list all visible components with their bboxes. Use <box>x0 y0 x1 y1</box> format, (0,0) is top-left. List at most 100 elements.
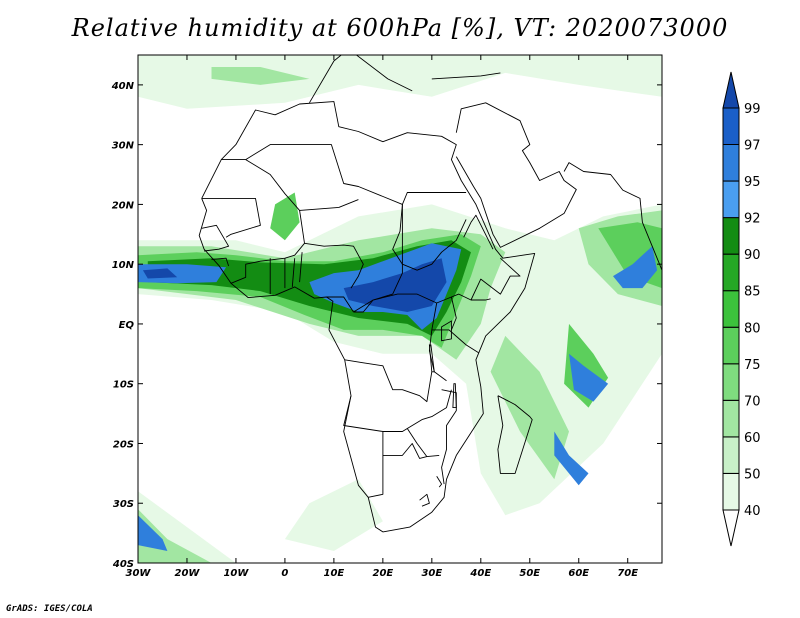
lat-tick-label-5: 10S <box>113 380 134 391</box>
border-line-26 <box>406 428 428 457</box>
colorbar-label-2: 60 <box>744 431 761 446</box>
colorbar-box-7 <box>722 217 740 255</box>
lon-tick-label-10: 70E <box>617 568 638 579</box>
colorbar-box-6 <box>722 253 740 292</box>
colorbar-label-8: 92 <box>744 212 761 227</box>
border-line-20 <box>431 329 479 353</box>
grads-credit: GrADS: IGES/COLA <box>6 604 93 614</box>
border-line-15 <box>291 258 296 287</box>
humidity-fill-layer <box>138 55 662 563</box>
border-line-11 <box>353 204 403 313</box>
lon-tick-label-3: 0 <box>281 568 288 579</box>
humidity-region-level-3-4 <box>211 67 310 85</box>
border-line-5 <box>563 162 662 271</box>
colorbar-label-3: 70 <box>744 394 761 409</box>
border-line-27 <box>441 389 457 485</box>
border-line-4 <box>455 102 577 248</box>
lat-tick-label-7: 30S <box>113 499 134 510</box>
lat-tick-label-2: 20N <box>112 200 135 211</box>
border-line-31 <box>463 214 494 250</box>
border-line-18 <box>353 293 491 313</box>
humidity-region-level-10-4 <box>138 515 168 551</box>
lake-outline-0 <box>441 320 452 342</box>
border-line-6 <box>221 144 467 205</box>
border-line-16 <box>299 252 303 283</box>
colorbar-box-8 <box>722 180 740 219</box>
humidity-region-level-3-2 <box>490 335 569 480</box>
lake-outline-2 <box>452 383 457 409</box>
lon-tick-label-7: 40E <box>469 568 491 579</box>
border-line-17 <box>326 296 354 313</box>
lon-tick-label-0: 30W <box>126 568 152 579</box>
colorbar-label-4: 75 <box>744 358 761 373</box>
colorbar-box-2 <box>722 399 740 438</box>
humidity-region-level-12-0 <box>343 258 447 312</box>
lon-tick-label-5: 20E <box>372 568 393 579</box>
colorbar-box-0 <box>722 473 740 511</box>
border-line-33 <box>211 257 230 267</box>
humidity-region-level-10-2 <box>613 246 658 289</box>
colorbar-box-4 <box>722 326 740 365</box>
border-line-10 <box>392 204 467 271</box>
border-line-21 <box>450 296 457 331</box>
border-line-24 <box>368 431 384 498</box>
colorbar-label-10: 97 <box>744 139 761 154</box>
humidity-region-level-10-5 <box>554 431 589 486</box>
plot-frame <box>137 54 663 564</box>
humidity-region-level-5-1 <box>270 192 300 241</box>
border-line-25 <box>382 443 440 459</box>
humidity-region-level-1-3 <box>284 479 383 551</box>
lat-tick-label-6: 20S <box>113 439 134 450</box>
lon-tick-label-4: 10E <box>324 568 345 579</box>
border-line-28 <box>419 493 430 507</box>
colorbar-box-5 <box>722 290 740 328</box>
border-line-19 <box>428 302 447 382</box>
lon-tick-label-9: 60E <box>568 568 589 579</box>
lat-tick-label-0: 40N <box>111 81 135 92</box>
coastline-border-layer <box>198 55 662 533</box>
humidity-region-level-12-1 <box>142 268 178 279</box>
colorbar-box-1 <box>722 436 740 474</box>
border-line-22 <box>344 359 433 403</box>
border-line-30 <box>470 257 521 301</box>
border-line-8 <box>201 197 261 238</box>
humidity-region-level-1-1 <box>138 55 662 109</box>
humidity-region-level-10-3 <box>569 353 609 402</box>
border-line-3 <box>431 72 501 80</box>
colorbar: 40 50 60 70 75 80 85 90 92 95 97 99 <box>722 71 761 547</box>
lon-tick-label-1: 20W <box>174 568 200 579</box>
border-line-7 <box>245 159 359 211</box>
colorbar-label-9: 95 <box>744 175 761 190</box>
lon-tick-label-8: 50E <box>519 568 540 579</box>
humidity-region-level-3-3 <box>138 509 212 563</box>
colorbar-box-10 <box>722 107 740 145</box>
lat-tick-label-8: 40S <box>112 559 134 570</box>
lat-tick-label-1: 30N <box>112 141 135 152</box>
lake-outline-1 <box>428 344 435 373</box>
colorbar-label-5: 80 <box>744 321 761 336</box>
colorbar-label-6: 85 <box>744 285 761 300</box>
border-line-12 <box>230 243 305 284</box>
border-line-29 <box>436 476 443 488</box>
lon-tick-label-6: 30E <box>421 568 442 579</box>
colorbar-box-3 <box>722 363 740 401</box>
border-line-9 <box>299 210 364 289</box>
colorbar-max-triangle <box>722 71 740 109</box>
colorbar-min-triangle <box>722 509 740 547</box>
colorbar-label-1: 50 <box>744 468 761 483</box>
border-line-32 <box>201 224 230 252</box>
map-title: Relative humidity at 600hPa [%], VT: 202… <box>71 14 729 42</box>
colorbar-label-0: 40 <box>744 504 761 519</box>
lat-tick-label-4: EQ <box>119 320 135 331</box>
border-line-0 <box>198 101 536 533</box>
border-line-2 <box>309 55 413 104</box>
lon-tick-label-2: 10W <box>223 568 249 579</box>
colorbar-box-9 <box>722 144 740 182</box>
axis-ticks: 30W 20W 10W 0 10E 20E 30E 40E 50E 60E 70E 40N 30N 20N… <box>111 55 662 579</box>
border-line-23 <box>343 389 452 432</box>
colorbar-label-7: 90 <box>744 248 761 263</box>
colorbar-label-11: 99 <box>744 102 761 117</box>
border-line-1 <box>497 395 533 474</box>
lat-tick-label-3: 10N <box>112 260 135 271</box>
